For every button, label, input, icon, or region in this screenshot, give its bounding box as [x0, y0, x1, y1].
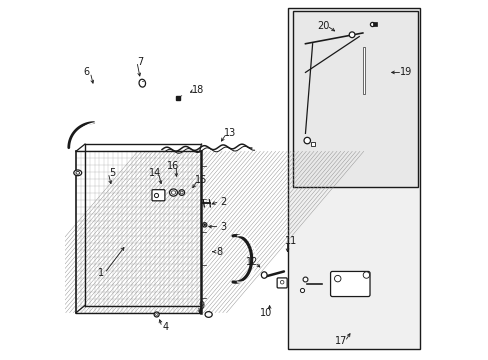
Text: 2: 2 [220, 197, 225, 207]
FancyBboxPatch shape [277, 278, 286, 288]
Ellipse shape [334, 275, 340, 282]
Text: 19: 19 [399, 67, 411, 77]
Ellipse shape [203, 224, 205, 226]
Text: 3: 3 [220, 222, 225, 231]
Text: 14: 14 [148, 168, 161, 178]
FancyBboxPatch shape [152, 190, 164, 201]
Text: 11: 11 [285, 236, 297, 246]
Ellipse shape [280, 280, 284, 284]
Bar [362, 47, 364, 94]
Text: 4: 4 [162, 322, 168, 332]
Text: 15: 15 [195, 175, 207, 185]
Ellipse shape [202, 223, 206, 227]
Ellipse shape [261, 272, 266, 278]
Text: 20: 20 [317, 21, 329, 31]
Ellipse shape [154, 312, 159, 317]
Ellipse shape [169, 189, 177, 196]
Ellipse shape [304, 137, 310, 144]
Bar [292, 12, 418, 187]
Text: 8: 8 [216, 247, 222, 257]
FancyBboxPatch shape [330, 271, 369, 297]
Text: 9: 9 [198, 301, 204, 311]
Text: 6: 6 [83, 67, 90, 77]
Bar [76, 151, 201, 313]
Ellipse shape [363, 272, 369, 278]
Ellipse shape [180, 191, 183, 194]
Text: 5: 5 [108, 168, 115, 178]
Text: 18: 18 [191, 85, 203, 95]
Text: 12: 12 [245, 257, 257, 267]
Ellipse shape [171, 191, 175, 194]
Text: 17: 17 [334, 336, 347, 346]
Ellipse shape [74, 170, 81, 176]
Text: 1: 1 [98, 268, 104, 278]
Ellipse shape [179, 190, 184, 195]
Ellipse shape [76, 171, 80, 174]
Text: 10: 10 [259, 308, 272, 318]
Bar [287, 8, 419, 348]
Text: 7: 7 [137, 57, 143, 67]
Ellipse shape [139, 79, 145, 87]
Ellipse shape [204, 312, 212, 318]
Ellipse shape [348, 32, 354, 38]
Bar [76, 151, 201, 313]
Text: 13: 13 [224, 129, 236, 138]
Text: 16: 16 [166, 161, 179, 171]
Ellipse shape [155, 314, 158, 316]
